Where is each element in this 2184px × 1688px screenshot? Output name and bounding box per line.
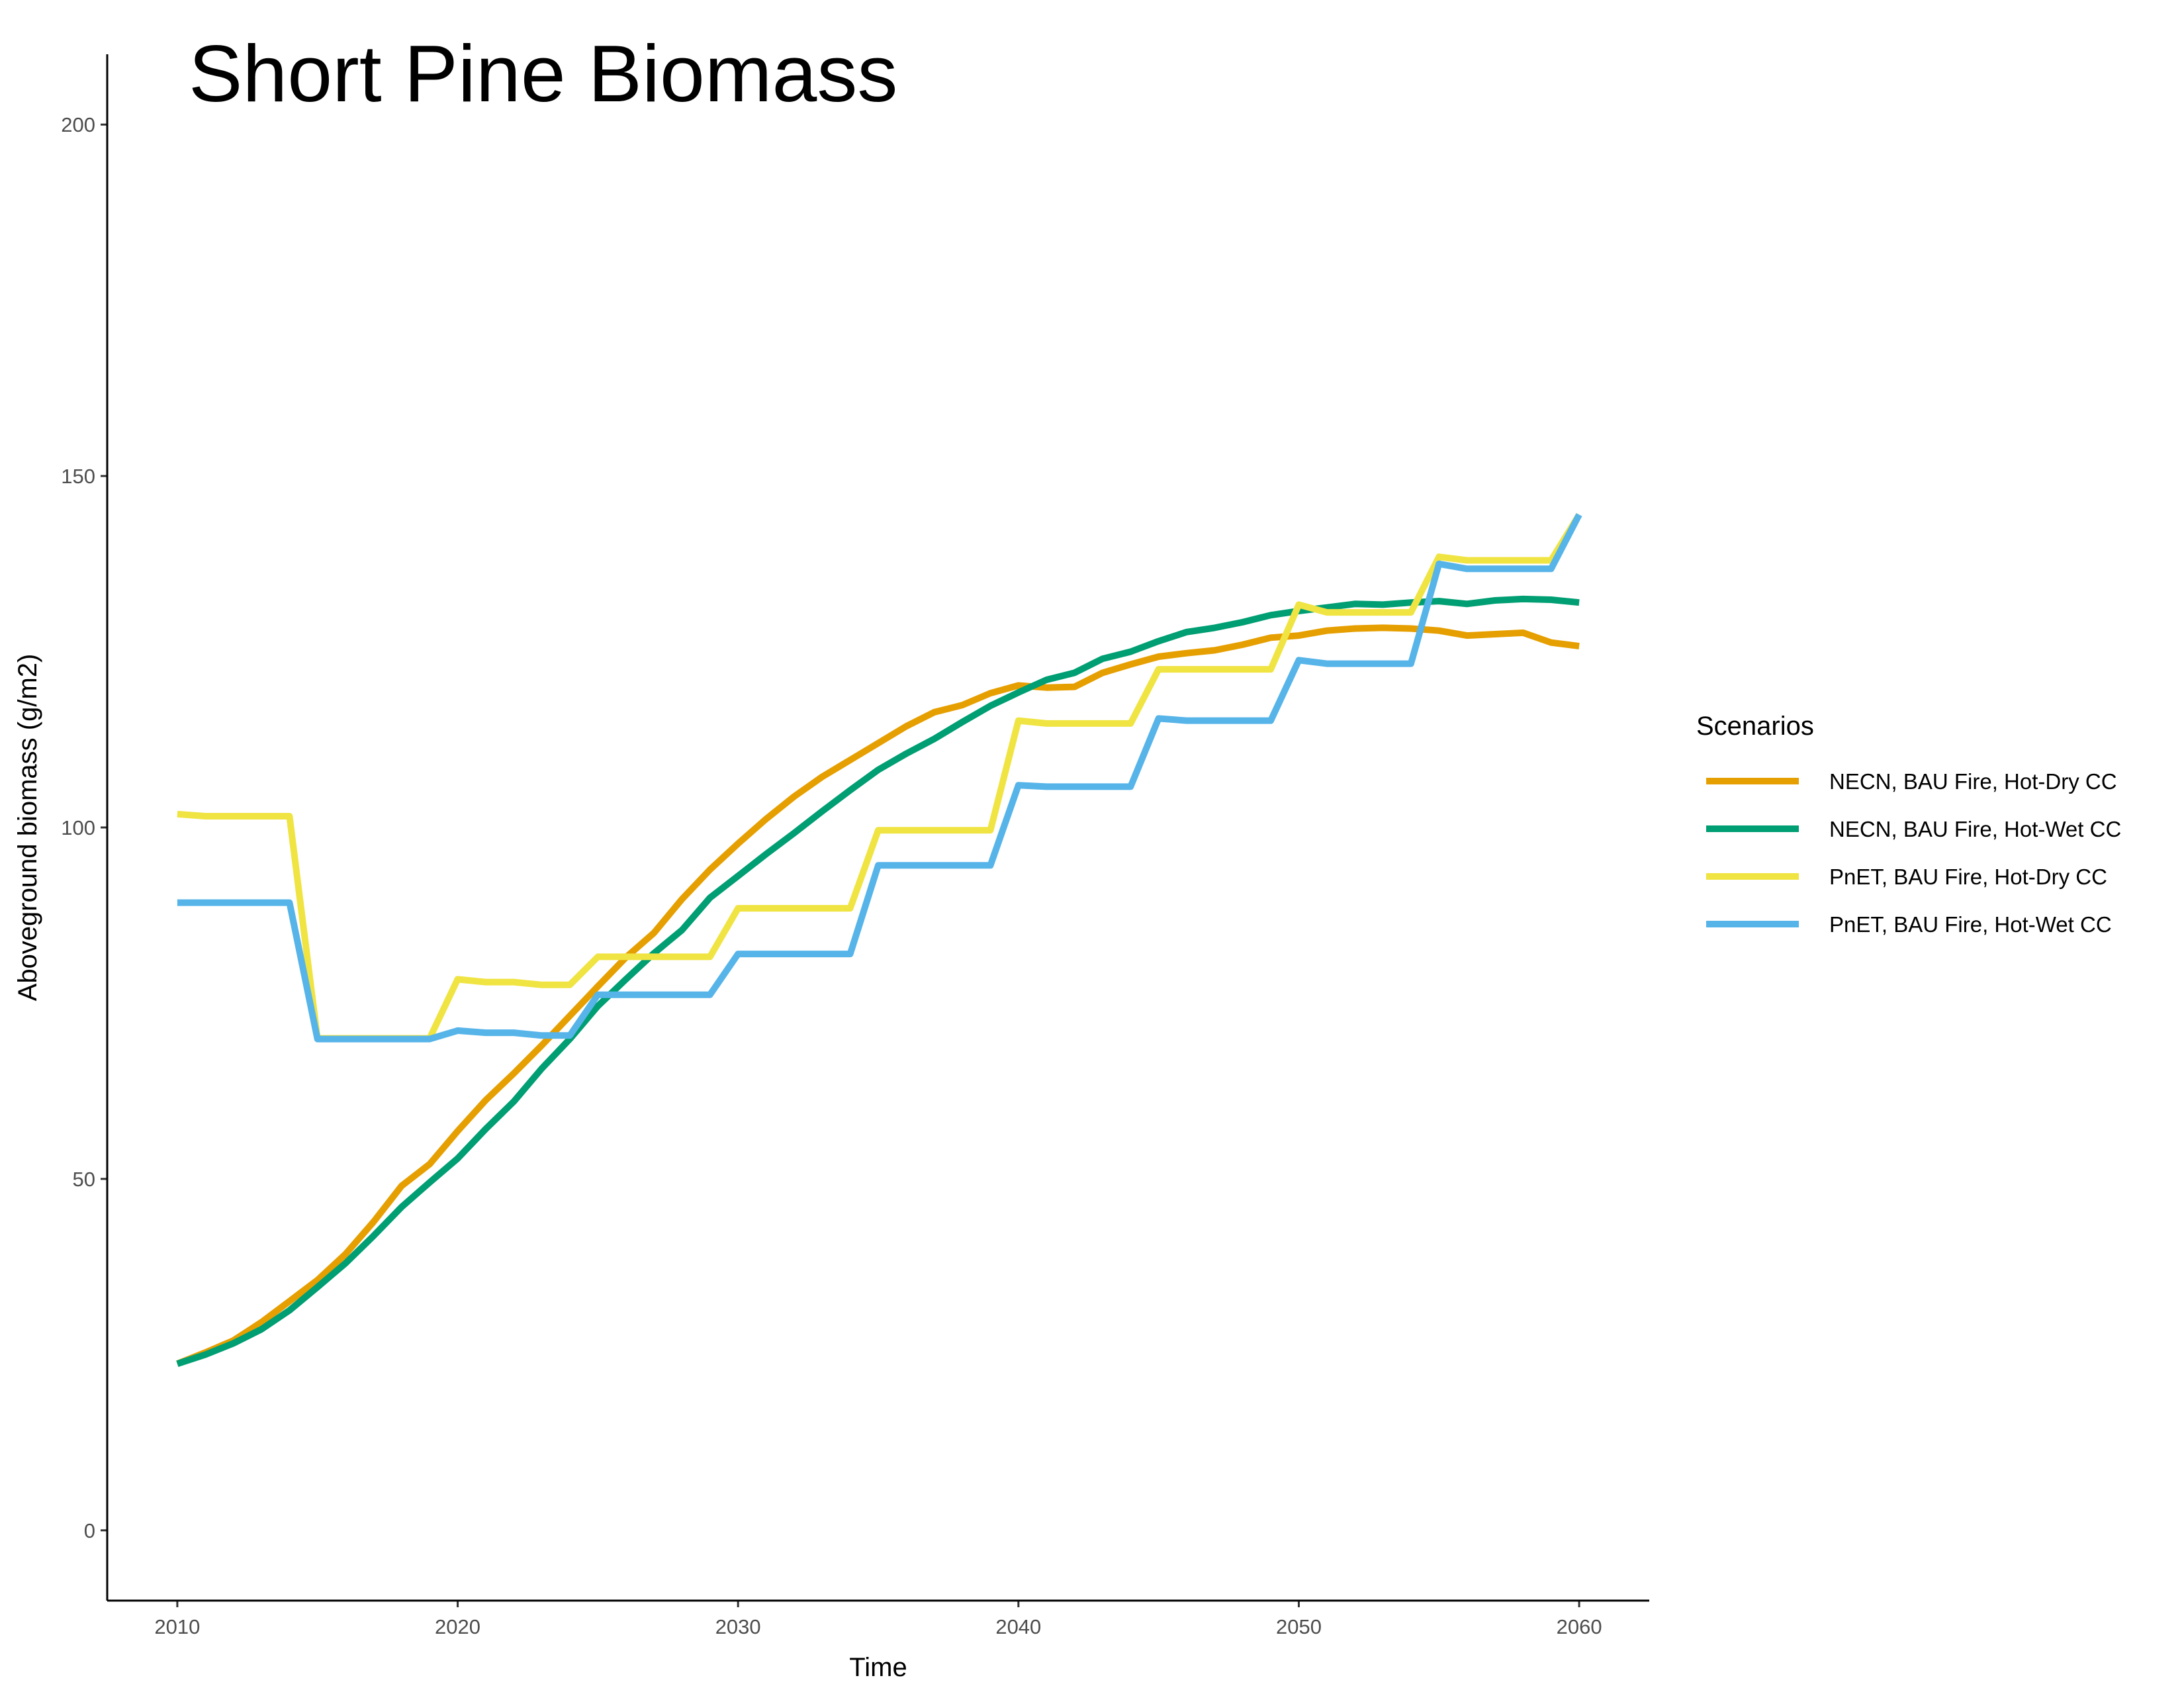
x-tick-label: 2010	[154, 1615, 200, 1638]
y-tick-label: 100	[61, 816, 95, 839]
chart-title: Short Pine Biomass	[189, 28, 897, 118]
x-tick-label: 2040	[995, 1615, 1041, 1638]
legend-label-4: PnET, BAU Fire, Hot-Wet CC	[1829, 912, 2112, 937]
legend: Scenarios NECN, BAU Fire, Hot-Dry CCNECN…	[1696, 712, 2121, 937]
y-tick-label: 150	[61, 465, 95, 488]
series-line-1	[176, 624, 1580, 1367]
legend-title: Scenarios	[1696, 712, 1814, 741]
y-tick-label: 0	[84, 1519, 95, 1542]
series-line-4	[177, 513, 1582, 1043]
series-line-2	[176, 595, 1580, 1367]
legend-label-3: PnET, BAU Fire, Hot-Dry CC	[1829, 865, 2107, 889]
y-axis-ticks: 0 50 100 150 200	[61, 113, 107, 1542]
y-axis-title: Aboveground biomass (g/m2)	[13, 654, 42, 1002]
x-tick-label: 2050	[1276, 1615, 1322, 1638]
legend-label-1: NECN, BAU Fire, Hot-Dry CC	[1829, 769, 2117, 794]
legend-label-2: NECN, BAU Fire, Hot-Wet CC	[1829, 817, 2121, 841]
x-axis-title: Time	[849, 1653, 907, 1682]
legend-items: NECN, BAU Fire, Hot-Dry CC NECN, BAU Fire…	[1706, 769, 2121, 937]
x-tick-label: 2060	[1557, 1615, 1602, 1638]
y-tick-label: 200	[61, 113, 95, 136]
y-tick-label: 50	[73, 1168, 95, 1191]
x-axis-ticks: 2010 2020 2030 2040 2050 2060	[154, 1601, 1602, 1638]
series-lines	[176, 512, 1582, 1367]
x-tick-label: 2020	[435, 1615, 480, 1638]
x-tick-label: 2030	[715, 1615, 761, 1638]
